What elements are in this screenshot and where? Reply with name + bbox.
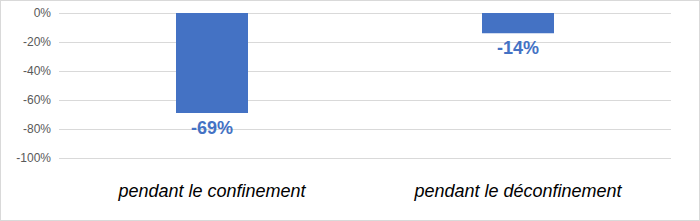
svg-text:-60%: -60% [23, 93, 51, 107]
svg-text:-14%: -14% [497, 38, 539, 58]
svg-text:0%: 0% [34, 6, 52, 20]
svg-text:-100%: -100% [16, 151, 51, 165]
svg-text:-40%: -40% [23, 64, 51, 78]
svg-text:-80%: -80% [23, 122, 51, 136]
svg-text:-69%: -69% [191, 118, 233, 138]
svg-text:pendant le confinement: pendant le confinement [117, 181, 306, 201]
svg-text:pendant le déconfinement: pendant le déconfinement [413, 181, 622, 201]
svg-text:-20%: -20% [23, 35, 51, 49]
